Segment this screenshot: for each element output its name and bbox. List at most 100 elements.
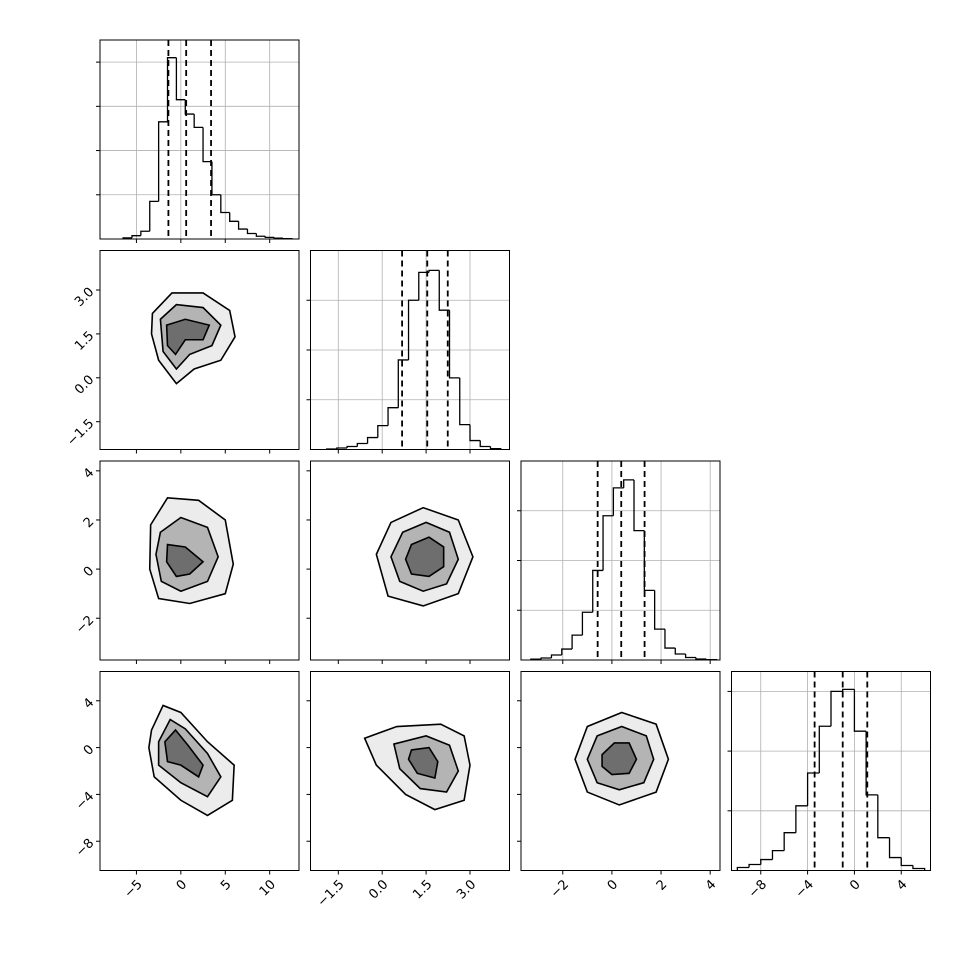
histogram-step [407,299,419,360]
histogram-step [264,236,275,238]
x-tick-label: −4 [793,877,817,901]
histogram-step [377,424,389,438]
histogram-step [571,634,583,650]
histogram-step [900,857,913,867]
panel-frame [731,671,931,871]
histogram-step [633,479,645,532]
histogram-step [438,270,450,311]
panel-frame [99,460,300,661]
histogram-step [469,424,481,442]
x-tick-label: 0 [605,877,621,893]
histogram-step [540,657,552,660]
panel-frame [310,671,510,871]
panel-frame [310,460,510,661]
x-tick-label: −5 [122,877,146,901]
histogram-step [157,121,168,202]
histogram-step [612,487,624,516]
histogram-step [366,436,378,444]
histogram-step [877,794,890,839]
x-tick-label: −1.5 [315,877,348,910]
x-tick-label: 0.0 [366,877,391,902]
histogram-step [684,654,696,659]
x-tick-label: 5 [218,877,234,893]
histogram-step [581,611,593,636]
histogram-step [418,271,430,301]
histogram-step [561,648,573,656]
y-tick-label: −8 [73,836,97,860]
histogram-step [830,690,843,727]
y-tick-label: −4 [73,789,97,813]
panel-frame [99,39,300,240]
histogram-step [131,235,141,238]
panel-frame [99,250,300,450]
histogram-step [211,161,221,196]
histogram-step [695,657,707,660]
histogram-step [795,805,808,833]
histogram-step [592,569,604,613]
x-tick-label: 10 [257,877,279,899]
histogram-step [664,629,676,649]
y-tick-label: −1.5 [64,416,97,449]
histogram-step [220,194,230,214]
density-contour [404,536,445,578]
histogram-step [736,866,750,871]
x-tick-label: 0 [174,877,190,893]
histogram-step [346,445,358,449]
histogram-step [397,359,409,408]
histogram-step [387,407,399,426]
histogram-step [255,233,266,237]
density-contour [165,543,205,578]
density-contour [165,318,211,356]
histogram-step [202,127,212,163]
y-tick-label: 3.0 [72,285,97,310]
histogram-step [818,725,831,773]
histogram-step [865,731,878,796]
y-tick-label: 0 [81,564,97,580]
x-tick-label: 4 [894,877,910,893]
y-tick-label: 0 [81,742,97,758]
histogram-step [428,269,440,273]
histogram-step [479,440,491,448]
histogram-step [771,849,785,860]
y-tick-label: 0.0 [72,372,97,397]
histogram-step [888,837,902,859]
histogram-step [356,442,368,447]
panel-frame [520,671,721,871]
panel-frame [99,671,300,871]
histogram-step [760,858,773,865]
histogram-step [602,515,614,571]
histogram-step [783,832,796,851]
histogram-step [550,654,562,659]
histogram-step [246,229,257,235]
histogram-step [336,447,348,450]
histogram-step [806,772,820,806]
histogram-step [623,479,635,488]
histogram-step [674,648,686,655]
histogram-step [193,114,204,128]
x-tick-label: 1.5 [410,877,435,902]
y-tick-label: −2 [73,613,97,637]
x-tick-label: 0 [847,877,863,893]
y-tick-label: 4 [81,695,97,711]
histogram-step [842,688,855,692]
x-tick-label: −2 [548,877,572,901]
histogram-step [273,237,284,239]
x-tick-label: 2 [654,877,670,893]
histogram-step [149,200,159,232]
histogram-step [853,689,867,732]
histogram-step [229,212,239,222]
density-contour [164,728,204,779]
histogram-step [912,865,926,871]
histogram-step [748,863,761,868]
histogram-step [459,377,470,426]
density-contour [407,746,439,780]
y-tick-label: 2 [81,515,97,531]
histogram-step [175,57,186,101]
x-tick-label: 4 [703,877,719,893]
density-contour [601,742,638,776]
x-tick-label: 3.0 [454,877,479,902]
histogram-step [653,590,665,630]
histogram-step [237,221,248,230]
histogram-step [643,530,655,591]
